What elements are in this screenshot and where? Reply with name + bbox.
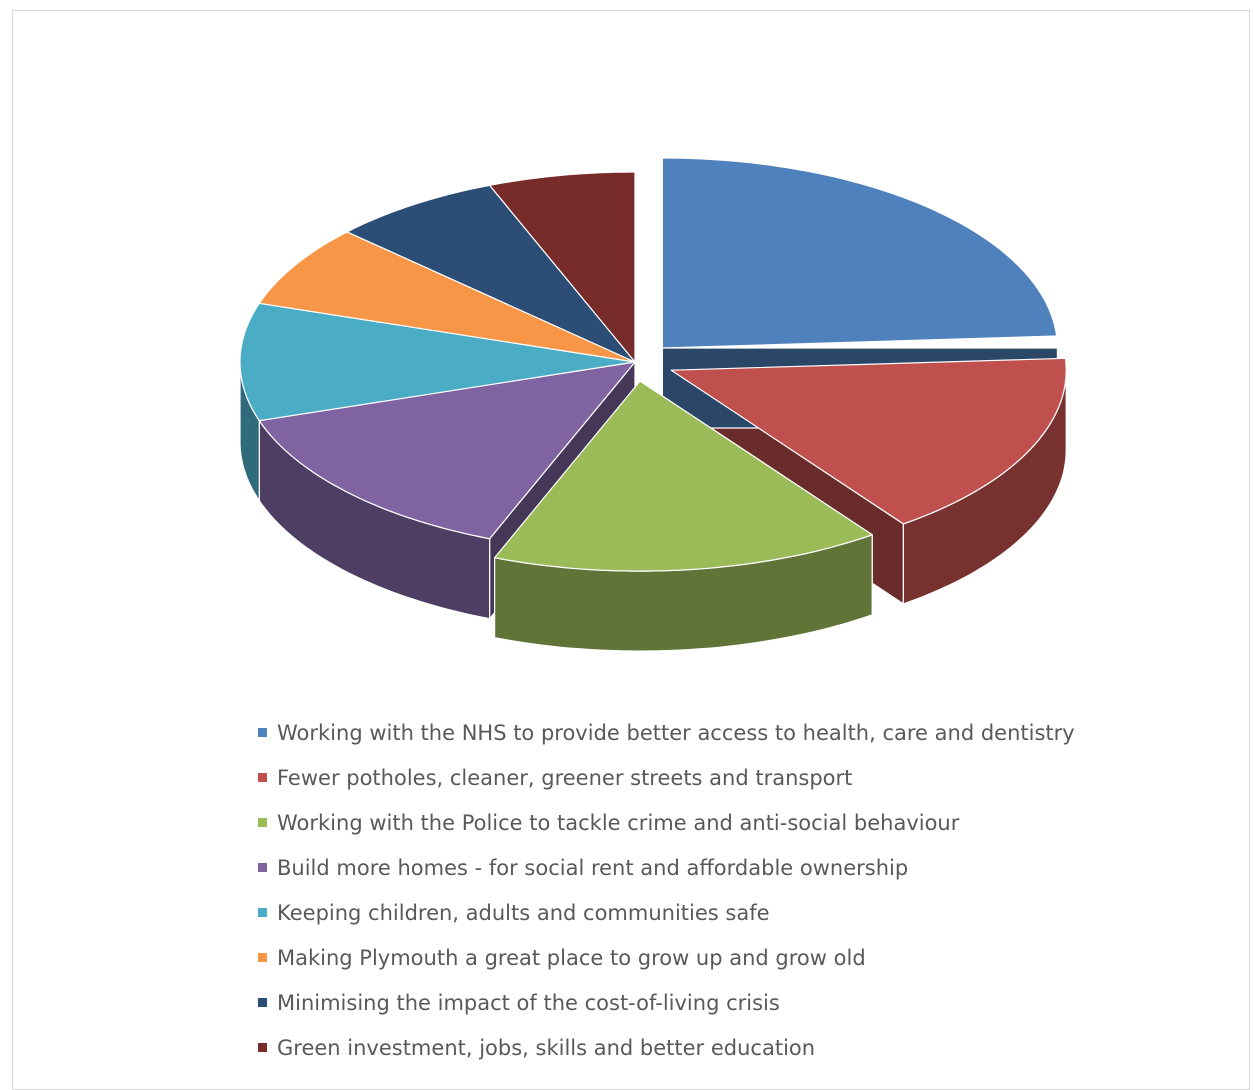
legend-swatch xyxy=(258,728,267,737)
legend-swatch xyxy=(258,998,267,1007)
legend-label: Making Plymouth a great place to grow up… xyxy=(277,945,866,970)
legend-item: Making Plymouth a great place to grow up… xyxy=(258,935,1075,980)
legend-label: Fewer potholes, cleaner, greener streets… xyxy=(277,765,853,790)
pie-slice xyxy=(494,380,873,572)
legend-swatch xyxy=(258,953,267,962)
legend-item: Keeping children, adults and communities… xyxy=(258,890,1075,935)
legend-swatch xyxy=(258,908,267,917)
legend-item: Green investment, jobs, skills and bette… xyxy=(258,1025,1075,1070)
pie-slice xyxy=(346,184,636,363)
pie-slice xyxy=(489,171,636,363)
legend-label: Working with the NHS to provide better a… xyxy=(277,720,1075,745)
legend-swatch xyxy=(258,818,267,827)
legend-item: Working with the Police to tackle crime … xyxy=(258,800,1075,845)
pie-slice xyxy=(239,302,636,422)
legend-label: Build more homes - for social rent and a… xyxy=(277,855,909,880)
pie-slice xyxy=(670,357,1067,525)
legend-item: Build more homes - for social rent and a… xyxy=(258,845,1075,890)
pie-chart xyxy=(239,157,1067,652)
legend-swatch xyxy=(258,773,267,782)
legend: Working with the NHS to provide better a… xyxy=(258,710,1075,1070)
legend-item: Minimising the impact of the cost-of-liv… xyxy=(258,980,1075,1025)
legend-label: Minimising the impact of the cost-of-liv… xyxy=(277,990,780,1015)
legend-item: Working with the NHS to provide better a… xyxy=(258,710,1075,755)
pie-slice xyxy=(258,231,636,363)
legend-label: Keeping children, adults and communities… xyxy=(277,900,770,925)
legend-swatch xyxy=(258,1043,267,1052)
pie-slice xyxy=(661,157,1058,349)
legend-item: Fewer potholes, cleaner, greener streets… xyxy=(258,755,1075,800)
legend-label: Working with the Police to tackle crime … xyxy=(277,810,960,835)
legend-swatch xyxy=(258,863,267,872)
legend-label: Green investment, jobs, skills and bette… xyxy=(277,1035,816,1060)
